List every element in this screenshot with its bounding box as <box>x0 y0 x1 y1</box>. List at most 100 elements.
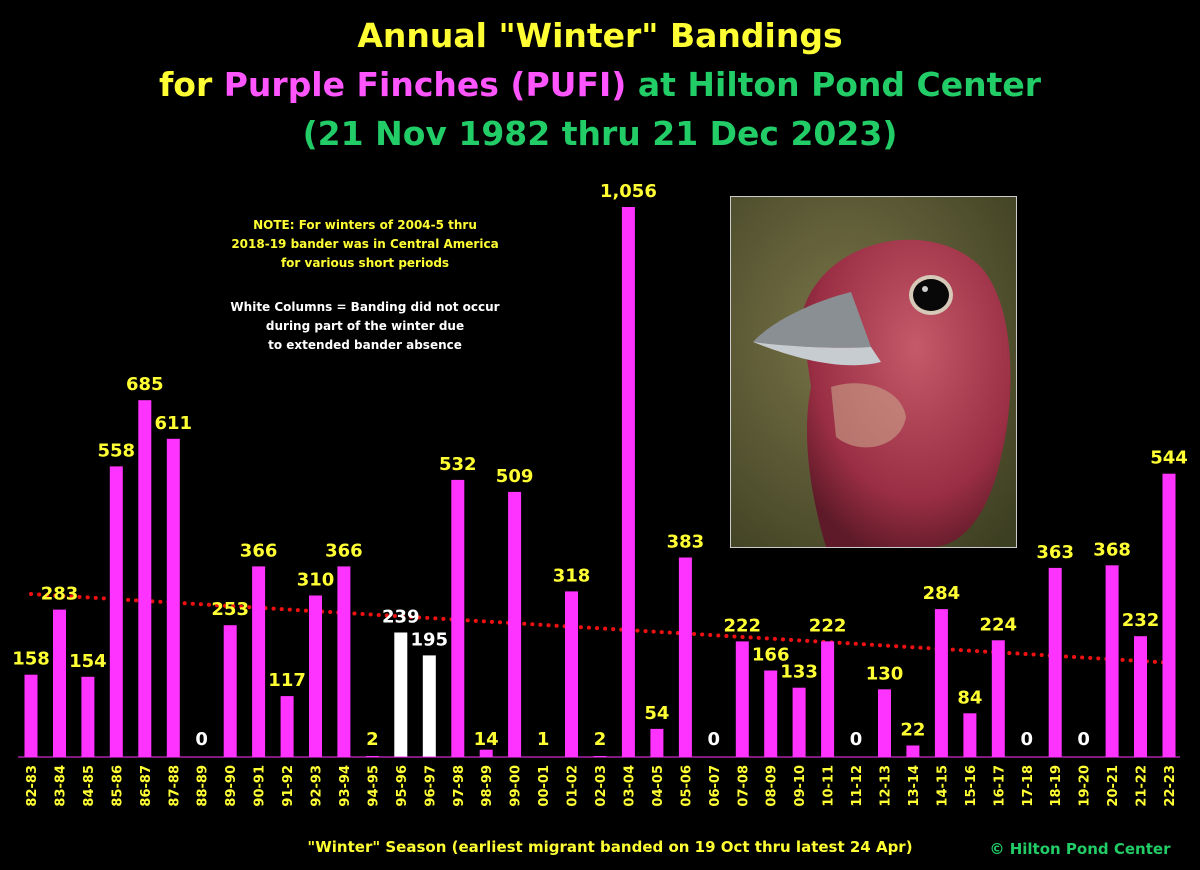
value-label-06-07: 0 <box>708 729 721 750</box>
value-label-97-98: 532 <box>439 454 477 475</box>
tick-label-85-86: 85-86 <box>110 765 125 807</box>
value-label-02-03: 2 <box>594 729 607 750</box>
value-label-91-92: 117 <box>268 670 306 691</box>
tick-label-19-20: 19-20 <box>1078 765 1093 807</box>
value-label-93-94: 366 <box>325 540 363 561</box>
tick-label-00-01: 00-01 <box>537 765 552 807</box>
value-label-05-06: 383 <box>667 532 705 553</box>
value-label-12-13: 130 <box>866 663 904 684</box>
value-label-85-86: 558 <box>98 440 136 461</box>
bar-21-22 <box>1134 636 1147 757</box>
tick-label-15-16: 15-16 <box>964 765 979 807</box>
chart-subtitle: for Purple Finches (PUFI) at Hilton Pond… <box>0 65 1200 105</box>
tick-label-97-98: 97-98 <box>452 765 467 807</box>
tick-label-87-88: 87-88 <box>167 765 182 807</box>
bar-99-00 <box>508 491 522 757</box>
tick-label-12-13: 12-13 <box>879 765 894 807</box>
bar-95-96 <box>394 632 408 757</box>
bar-08-09 <box>764 670 778 757</box>
tick-label-06-07: 06-07 <box>708 765 723 807</box>
tick-label-11-12: 11-12 <box>850 765 865 807</box>
subtitle-prefix: for <box>158 65 224 104</box>
x-tick-labels: 82-83 83-84 84-85 85-86 86-87 87-88 88-89 89-90… <box>25 765 1178 807</box>
value-label-17-18: 0 <box>1021 729 1034 750</box>
note-line: for various short periods <box>280 256 450 270</box>
value-label-09-10: 133 <box>780 662 818 683</box>
value-label-04-05: 54 <box>644 703 669 724</box>
value-label-07-08: 222 <box>724 615 762 636</box>
bar-09-10 <box>792 687 806 757</box>
tick-label-90-91: 90-91 <box>253 765 268 807</box>
value-label-10-11: 222 <box>809 615 847 636</box>
bar-84-85 <box>81 676 95 757</box>
value-label-83-84: 283 <box>41 584 79 605</box>
value-label-03-04: 1,056 <box>600 181 657 202</box>
bar-98-99 <box>479 749 493 757</box>
bar-90-91 <box>252 566 266 757</box>
value-label-19-20: 0 <box>1077 729 1090 750</box>
tick-label-82-83: 82-83 <box>25 765 40 807</box>
tick-label-02-03: 02-03 <box>594 765 609 807</box>
value-label-15-16: 84 <box>957 687 982 708</box>
tick-label-83-84: 83-84 <box>54 765 69 807</box>
tick-label-98-99: 98-99 <box>480 765 495 807</box>
bar-05-06 <box>678 557 692 757</box>
tick-label-89-90: 89-90 <box>224 765 239 807</box>
value-labels: 1582831545586856110253366117310366223919… <box>12 181 1188 750</box>
value-label-84-85: 154 <box>69 651 107 672</box>
value-label-96-97: 195 <box>411 629 449 650</box>
tick-label-17-18: 17-18 <box>1021 765 1036 807</box>
tick-label-92-93: 92-93 <box>310 765 325 807</box>
tick-label-09-10: 09-10 <box>793 765 808 807</box>
value-label-21-22: 232 <box>1122 610 1160 631</box>
tick-label-93-94: 93-94 <box>338 765 353 807</box>
value-label-92-93: 310 <box>297 570 335 591</box>
finch-head-illustration <box>731 197 1016 547</box>
value-label-82-83: 158 <box>12 649 50 670</box>
tick-label-94-95: 94-95 <box>366 765 381 807</box>
value-label-13-14: 22 <box>900 720 925 741</box>
subtitle-location: at Hilton Pond Center <box>626 65 1042 104</box>
tick-label-95-96: 95-96 <box>395 765 410 807</box>
value-label-22-23: 544 <box>1150 448 1188 469</box>
bar-15-16 <box>963 713 977 758</box>
bar-96-97 <box>422 655 436 757</box>
bar-85-86 <box>109 466 123 757</box>
tick-label-13-14: 13-14 <box>907 765 922 807</box>
note-white-columns: White Columns = Banding did not occur du… <box>200 298 530 355</box>
bar-89-90 <box>223 625 237 757</box>
value-label-00-01: 1 <box>537 729 550 750</box>
value-label-11-12: 0 <box>850 729 863 750</box>
x-axis-label: "Winter" Season (earliest migrant banded… <box>307 838 913 856</box>
bar-10-11 <box>821 641 835 757</box>
value-label-16-17: 224 <box>980 614 1018 635</box>
bar-20-21 <box>1105 565 1119 757</box>
bar-18-19 <box>1048 567 1062 757</box>
value-label-95-96: 239 <box>382 607 420 628</box>
value-label-01-02: 318 <box>553 565 591 586</box>
tick-label-20-21: 20-21 <box>1106 765 1121 807</box>
tick-label-05-06: 05-06 <box>679 765 694 807</box>
tick-label-01-02: 01-02 <box>566 765 581 807</box>
purple-finch-photo <box>730 196 1017 548</box>
bar-87-88 <box>166 438 180 757</box>
chart-date-range: (21 Nov 1982 thru 21 Dec 2023) <box>302 114 898 153</box>
value-label-20-21: 368 <box>1093 539 1131 560</box>
tick-label-88-89: 88-89 <box>196 765 211 807</box>
bar-22-23 <box>1162 473 1176 757</box>
value-label-14-15: 284 <box>923 583 961 604</box>
tick-label-99-00: 99-00 <box>509 765 524 807</box>
tick-label-21-22: 21-22 <box>1135 765 1150 807</box>
tick-label-96-97: 96-97 <box>423 765 438 807</box>
copyright-text: © Hilton Pond Center <box>989 840 1171 858</box>
note-line: to extended bander absence <box>268 338 462 352</box>
bar-01-02 <box>565 591 578 757</box>
bar-83-84 <box>53 609 66 757</box>
tick-label-08-09: 08-09 <box>765 765 780 807</box>
bar-04-05 <box>650 728 664 757</box>
tick-label-14-15: 14-15 <box>935 765 950 807</box>
subtitle-species: Purple Finches (PUFI) <box>223 65 627 104</box>
bar-14-15 <box>934 609 948 757</box>
tick-label-84-85: 84-85 <box>82 765 97 807</box>
note-central-america: NOTE: For winters of 2004-5 thru 2018-19… <box>200 216 530 273</box>
